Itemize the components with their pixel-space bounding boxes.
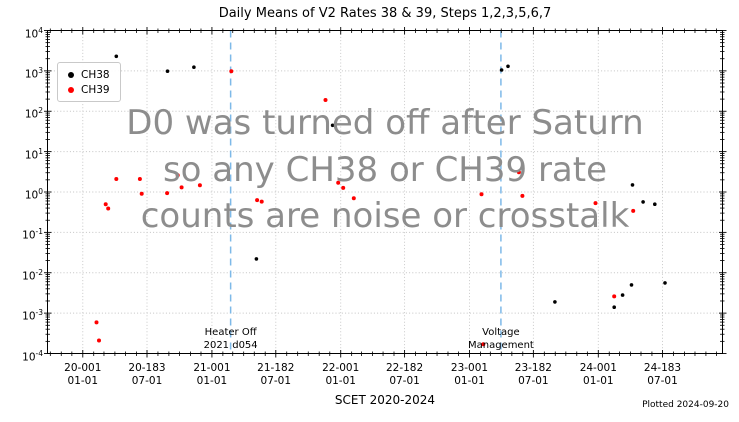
ch38-point — [641, 200, 645, 204]
legend-item-ch38: CH38 — [65, 67, 110, 82]
ch39-point — [593, 201, 598, 206]
legend-item-ch39: CH39 — [65, 82, 110, 97]
y-axis-tick-label: 10-3 — [22, 308, 43, 323]
ch39-point — [137, 177, 142, 181]
axes-frame — [47, 30, 723, 354]
ch39-point — [165, 191, 170, 196]
x-axis-tick-label: 23-182 07-01 — [514, 362, 552, 387]
ch38-point — [254, 257, 259, 261]
plotted-date: Plotted 2024-09-20 — [642, 400, 729, 410]
ch38-point — [506, 64, 510, 69]
ch38-point — [620, 293, 625, 297]
ch39-point — [179, 185, 184, 190]
ch38-point — [663, 281, 667, 285]
y-axis-tick-label: 10-2 — [22, 267, 43, 283]
ch39-point — [114, 177, 119, 181]
ch38-point — [114, 54, 119, 59]
y-axis-tick-label: 103 — [24, 65, 43, 81]
ch39-point — [631, 208, 636, 213]
ch39-point — [323, 98, 328, 102]
ch39-point — [94, 320, 99, 325]
ch38-point — [553, 300, 557, 304]
ch38-point — [630, 183, 635, 187]
x-axis-tick-label: 21-182 07-01 — [257, 362, 295, 387]
ch38-point — [612, 305, 616, 310]
ch39-point — [336, 180, 341, 185]
y-axis-tick-label: 101 — [24, 146, 43, 162]
x-axis-label: SCET 2020-2024 — [334, 393, 436, 407]
ch38-marker-icon — [68, 71, 74, 78]
y-axis-tick-label: 102 — [24, 106, 43, 121]
ch38-point — [499, 68, 504, 72]
ch39-point — [97, 338, 101, 343]
ch39-point — [139, 191, 144, 196]
ch39-point — [175, 173, 180, 178]
ch39-marker-icon — [68, 86, 74, 93]
y-axis-tick-label: 100 — [24, 187, 43, 202]
ch39-point — [341, 185, 346, 190]
event-annotation-0: Heater Off 2021 d054 — [203, 327, 258, 351]
y-axis-tick-label: 10-4 — [22, 348, 43, 364]
x-axis-tick-label: 20-183 07-01 — [128, 362, 166, 387]
y-axis-tick-label: 104 — [24, 25, 43, 41]
event-annotation-1: Voltage Management — [467, 327, 534, 351]
ch38-point — [330, 123, 335, 128]
ch39-point — [520, 193, 525, 198]
ch39-point — [229, 69, 234, 74]
ch39-point — [103, 202, 108, 207]
ch38-point — [629, 283, 634, 287]
ch38-point — [653, 202, 657, 206]
x-axis-tick-label: 22-001 01-01 — [322, 362, 360, 387]
x-axis-tick-label: 23-001 01-01 — [450, 362, 489, 387]
ch39-point — [351, 196, 356, 201]
x-axis-tick-label: 24-183 07-01 — [643, 362, 682, 387]
x-axis-tick-label: 24-001 01-01 — [579, 362, 617, 387]
chart-title: Daily Means of V2 Rates 38 & 39, Steps 1… — [218, 6, 552, 21]
ch39-point — [516, 170, 521, 175]
ch39-point — [255, 198, 260, 203]
ch39-point — [481, 342, 486, 347]
ch39-point — [479, 192, 484, 197]
ch38-point — [192, 65, 196, 69]
x-axis-tick-label: 21-001 01-01 — [193, 362, 231, 387]
legend-label-ch39: CH39 — [81, 83, 110, 96]
ch39-point — [259, 199, 264, 204]
ch38-point — [165, 69, 170, 73]
x-axis-tick-label: 22-182 07-01 — [385, 362, 424, 387]
ch39-point — [612, 294, 617, 299]
y-axis-tick-label: 10-1 — [22, 227, 43, 242]
legend-label-ch38: CH38 — [81, 68, 110, 81]
legend: CH38 CH39 — [57, 62, 121, 102]
ch39-point — [197, 183, 202, 188]
ch39-point — [106, 206, 111, 211]
x-axis-tick-label: 20-001 01-01 — [64, 362, 102, 387]
